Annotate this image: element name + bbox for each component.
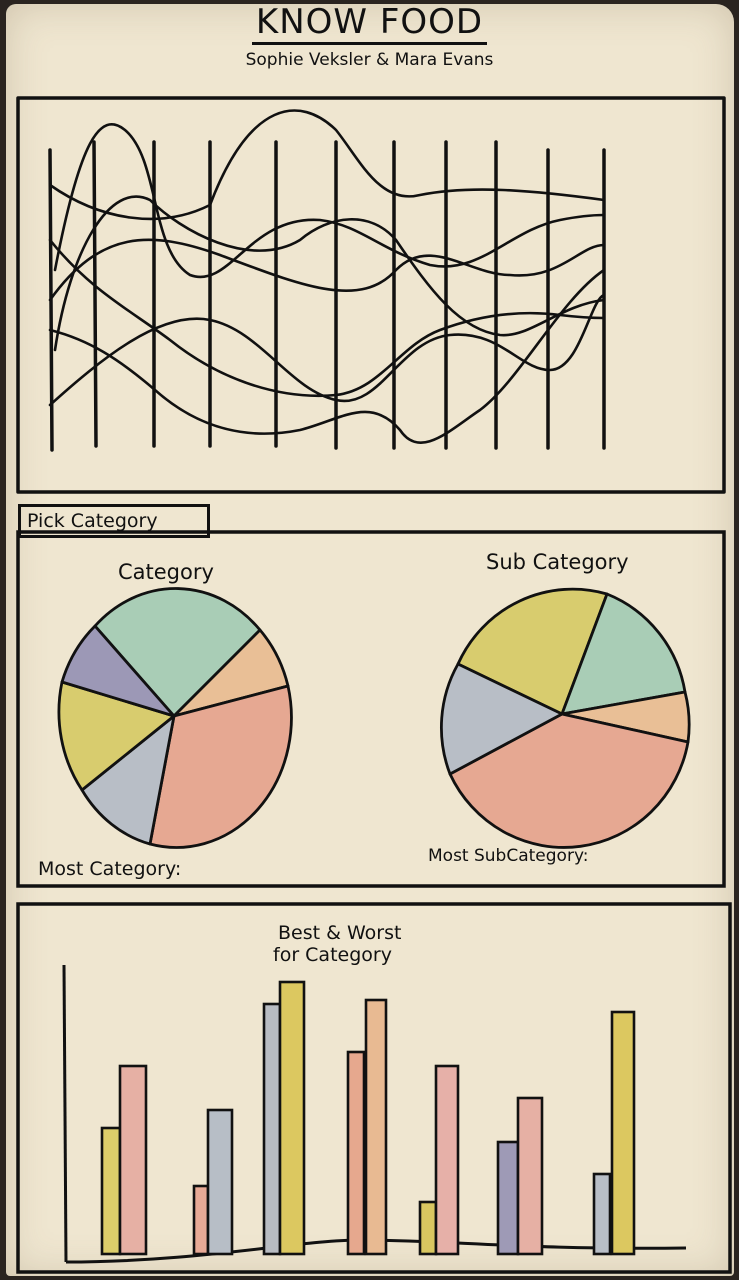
bar-y-axis	[62, 964, 68, 1263]
bar-4-worst	[364, 998, 388, 1256]
data-line-2	[48, 109, 606, 221]
parallel-coordinates-panel	[16, 96, 726, 494]
bar-6-worst	[516, 1096, 544, 1256]
sub-category-slice-2	[560, 592, 687, 716]
bar-7-worst	[610, 1010, 636, 1256]
category-slice-4	[80, 714, 176, 846]
category-slice-1	[93, 587, 262, 718]
parallel-lines	[48, 109, 606, 444]
data-line-4	[48, 238, 606, 302]
data-line-1	[53, 123, 606, 279]
bar-chart-title-line-1: Best & Worst	[278, 922, 402, 944]
bar-group	[100, 980, 636, 1256]
category-slice-6	[60, 624, 176, 718]
sub-category-pie-title: Sub Category	[486, 550, 629, 574]
bar-3-worst	[278, 980, 306, 1256]
data-line-3	[48, 238, 606, 397]
sub-category-pie	[440, 587, 691, 849]
sub-category-slice-4	[448, 712, 690, 849]
pick-category-button[interactable]: Pick Category	[18, 504, 210, 538]
sub-category-slice-1	[456, 587, 609, 716]
bar-1-best	[100, 1126, 122, 1256]
bar-5-best	[418, 1200, 438, 1256]
sub-category-slice-5	[440, 662, 564, 776]
axis-2	[92, 140, 98, 448]
bar-3-best	[262, 1002, 282, 1256]
pie-panel-frame	[16, 530, 726, 888]
most-category-label: Most Category:	[38, 858, 182, 880]
bar-6-best	[496, 1140, 520, 1256]
authors: Sophie Veksler & Mara Evans	[245, 50, 494, 70]
category-slice-3	[148, 684, 293, 849]
parallel-coordinates-frame	[16, 96, 726, 494]
pie-panel	[16, 530, 726, 888]
bar-panel-frame	[16, 902, 732, 1274]
category-slice-5	[57, 680, 176, 792]
bar-2-best	[192, 1184, 210, 1256]
parallel-axes	[48, 140, 606, 452]
bar-chart-title-line-2: for Category	[273, 944, 392, 966]
bar-panel	[16, 902, 732, 1274]
page-title: KNOW FOOD	[0, 2, 739, 45]
data-line-7	[48, 268, 606, 444]
most-sub-category-label: Most SubCategory:	[428, 846, 589, 866]
bar-5-worst	[434, 1064, 460, 1256]
data-line-5	[48, 293, 606, 407]
data-line-6	[53, 195, 606, 352]
bar-2-worst	[206, 1108, 234, 1256]
bar-7-best	[592, 1172, 612, 1256]
bar-4-best	[346, 1050, 366, 1256]
bar-1-worst	[118, 1064, 148, 1256]
category-pie	[57, 587, 293, 849]
category-pie-title: Category	[118, 560, 214, 584]
